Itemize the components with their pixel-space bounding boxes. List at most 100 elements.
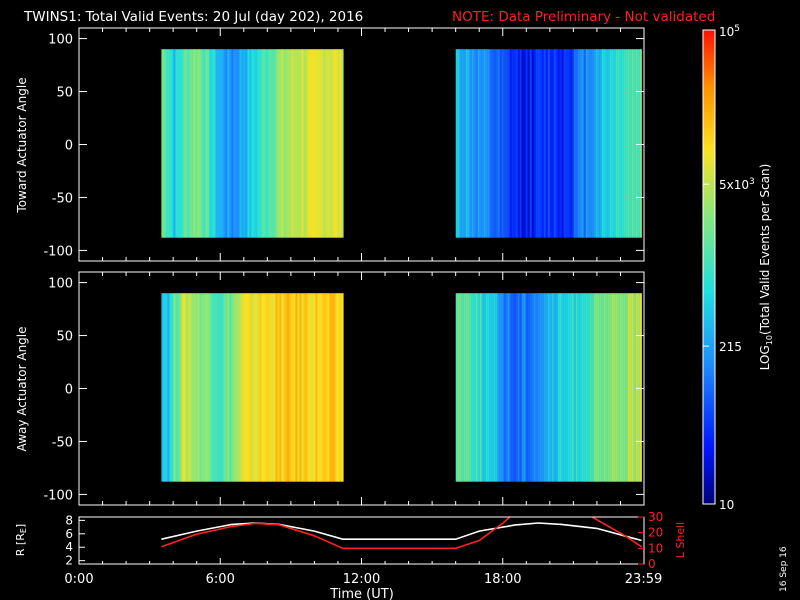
heatmap-column bbox=[627, 49, 630, 238]
heatmap-column bbox=[189, 49, 192, 238]
heatmap-column bbox=[479, 293, 482, 482]
heatmap-column bbox=[483, 49, 486, 238]
heatmap-column bbox=[621, 293, 624, 482]
heatmap-column bbox=[335, 49, 338, 238]
heatmap-column bbox=[185, 49, 188, 238]
heatmap-column bbox=[491, 293, 494, 482]
heatmap-column bbox=[167, 49, 170, 238]
heatmap-column bbox=[183, 293, 186, 482]
heatmap-column bbox=[247, 293, 250, 482]
heatmap-column bbox=[257, 49, 260, 238]
orbit-lines bbox=[161, 516, 643, 550]
heatmap-column bbox=[513, 293, 516, 482]
heatmap-column bbox=[487, 293, 490, 482]
heatmap-column bbox=[269, 49, 272, 238]
heatmap-column bbox=[481, 293, 484, 482]
heatmap-column bbox=[609, 293, 612, 482]
heatmap-column bbox=[221, 49, 224, 238]
heatmap-column bbox=[541, 293, 544, 482]
heatmap-column bbox=[165, 293, 168, 482]
x-tick-label: 0:00 bbox=[64, 572, 93, 587]
heatmap-column bbox=[469, 293, 472, 482]
heatmap-column bbox=[303, 293, 306, 482]
x-tick-label: 18:00 bbox=[484, 572, 521, 587]
heatmap-column bbox=[459, 49, 462, 238]
heatmap-column bbox=[539, 293, 542, 482]
heatmap-column bbox=[601, 293, 604, 482]
heatmap-column bbox=[339, 49, 342, 238]
heatmap-column bbox=[509, 49, 512, 238]
heatmap-column bbox=[505, 293, 508, 482]
heatmap-column bbox=[169, 49, 172, 238]
heatmap-column bbox=[517, 293, 520, 482]
heatmap-column bbox=[295, 49, 298, 238]
heatmap-column bbox=[515, 293, 518, 482]
heatmap-column bbox=[593, 49, 596, 238]
heatmap-column bbox=[481, 49, 484, 238]
heatmap-column bbox=[249, 49, 252, 238]
heatmap-column bbox=[569, 49, 572, 238]
heatmap-column bbox=[625, 293, 628, 482]
heatmap-column bbox=[219, 293, 222, 482]
heatmap-column bbox=[523, 49, 526, 238]
heatmap-column bbox=[493, 49, 496, 238]
heatmap-column bbox=[607, 293, 610, 482]
heatmap-column bbox=[287, 49, 290, 238]
heatmap-column bbox=[167, 293, 170, 482]
heatmap-column bbox=[233, 293, 236, 482]
heatmap-column bbox=[291, 293, 294, 482]
heatmap-column bbox=[241, 293, 244, 482]
heatmap-column bbox=[637, 293, 640, 482]
heatmap-column bbox=[317, 293, 320, 482]
heatmap-column bbox=[503, 293, 506, 482]
x-tick-label: 6:00 bbox=[206, 572, 235, 587]
heatmap-column bbox=[227, 49, 230, 238]
heatmap-column bbox=[213, 49, 216, 238]
heatmap-column bbox=[231, 49, 234, 238]
heatmap-column bbox=[193, 293, 196, 482]
heatmap-column bbox=[531, 293, 534, 482]
heatmap-column bbox=[537, 293, 540, 482]
heatmap-column bbox=[537, 49, 540, 238]
heatmap-column bbox=[301, 49, 304, 238]
heatmap-column bbox=[631, 49, 634, 238]
heatmap-column bbox=[281, 49, 284, 238]
heatmap-column bbox=[595, 293, 598, 482]
heatmap-column bbox=[161, 49, 164, 238]
heatmap-column bbox=[305, 293, 308, 482]
heatmap-column bbox=[305, 49, 308, 238]
heatmap-column bbox=[563, 293, 566, 482]
heatmap-column bbox=[295, 293, 298, 482]
heatmap-column bbox=[543, 293, 546, 482]
away-panel: 100 50 0 -50 -100 Away Actuator Angle bbox=[15, 271, 645, 506]
heatmap-column bbox=[325, 49, 328, 238]
heatmap-column bbox=[483, 293, 486, 482]
heatmap-column bbox=[191, 49, 194, 238]
heatmap-column bbox=[597, 293, 600, 482]
y-tick-label: -100 bbox=[43, 488, 73, 503]
colorbar-ticks: 105 5x103 215 10 bbox=[703, 24, 755, 512]
heatmap-column bbox=[605, 49, 608, 238]
heatmap-column bbox=[259, 293, 262, 482]
heatmap-column bbox=[525, 293, 528, 482]
heatmap-column bbox=[333, 293, 336, 482]
heatmap-column bbox=[265, 293, 268, 482]
heatmap-column bbox=[171, 293, 174, 482]
heatmap-column bbox=[587, 49, 590, 238]
heatmap-column bbox=[175, 49, 178, 238]
heatmap-column bbox=[289, 49, 292, 238]
heatmap-column bbox=[257, 293, 260, 482]
heatmap-column bbox=[201, 49, 204, 238]
heatmap-column bbox=[535, 49, 538, 238]
heatmap-column bbox=[311, 293, 314, 482]
heatmap-column bbox=[173, 49, 176, 238]
heatmap-column bbox=[199, 49, 202, 238]
y-tick-label: 6 bbox=[65, 527, 73, 541]
heatmap-column bbox=[315, 293, 318, 482]
heatmap-column bbox=[529, 293, 532, 482]
heatmap-column bbox=[281, 293, 284, 482]
heatmap-column bbox=[609, 49, 612, 238]
heatmap-column bbox=[189, 293, 192, 482]
heatmap-column bbox=[563, 49, 566, 238]
heatmap-column bbox=[207, 293, 210, 482]
